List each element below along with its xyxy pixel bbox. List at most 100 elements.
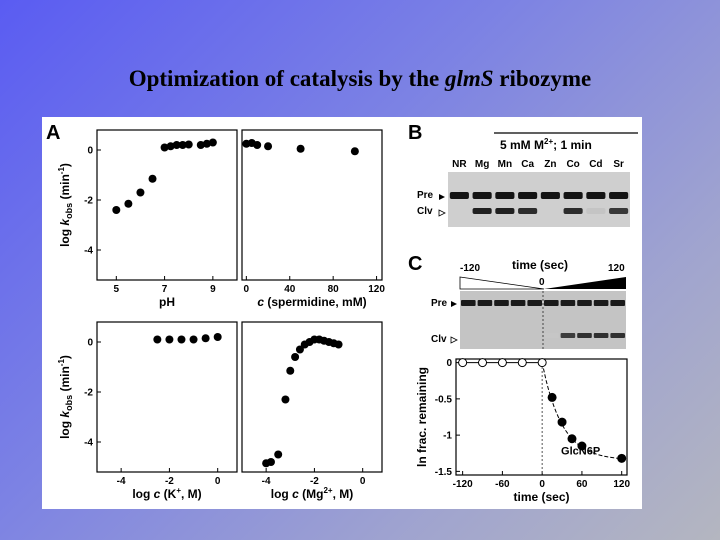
x-tick-label: 0 bbox=[539, 479, 545, 490]
title-prefix: Optimization of catalysis by the bbox=[128, 66, 445, 91]
y-axis-label-pre: log bbox=[58, 226, 72, 247]
panel-c-pre-band bbox=[461, 300, 476, 306]
x-tick-label: 9 bbox=[210, 284, 216, 295]
panel-c-pre-band bbox=[610, 300, 625, 306]
y-axis-label-pre: log bbox=[58, 418, 72, 439]
data-point bbox=[160, 143, 169, 152]
x-tick-label: 120 bbox=[368, 284, 385, 295]
panel-c-clv-band bbox=[577, 333, 592, 338]
data-point bbox=[165, 335, 174, 344]
panel-c-pre-band bbox=[544, 300, 559, 306]
panel-c-pre-band bbox=[593, 300, 609, 306]
panel-c-pre-band bbox=[477, 300, 493, 306]
data-point bbox=[177, 335, 186, 344]
data-point bbox=[274, 450, 283, 459]
panel-label-c: C bbox=[408, 253, 422, 275]
chart-a-bottom-right: -4 -2 0 log c (Mg2+, M) bbox=[241, 321, 383, 501]
panel-b-lane-label: NR bbox=[452, 159, 467, 170]
y-tick-label: -4 bbox=[84, 438, 93, 449]
y-axis-label-end: ) bbox=[58, 163, 72, 167]
data-point bbox=[178, 141, 187, 149]
data-point bbox=[557, 417, 567, 427]
y-axis-label-sup: -1 bbox=[57, 167, 66, 175]
panel-b-pre-band bbox=[518, 192, 538, 199]
open-data-point bbox=[537, 358, 547, 368]
x-tick-label: 0 bbox=[244, 284, 250, 295]
data-point bbox=[202, 139, 211, 148]
data-point bbox=[189, 335, 198, 344]
data-point bbox=[166, 142, 175, 151]
panel-b-clv-band bbox=[518, 208, 538, 214]
y-axis-label-sub: obs bbox=[64, 395, 74, 411]
data-point bbox=[136, 188, 145, 197]
chart-annotation: GlcN6P bbox=[561, 446, 600, 458]
x-tick-label: 60 bbox=[576, 479, 588, 490]
data-point bbox=[196, 141, 205, 149]
data-point bbox=[172, 141, 181, 149]
panel-b-gel-background bbox=[448, 172, 630, 227]
panel-b-pre-label: Pre bbox=[417, 190, 434, 201]
y-tick-label: -2 bbox=[84, 196, 93, 207]
data-point bbox=[213, 333, 222, 341]
x-tick-label: 120 bbox=[613, 479, 630, 490]
x-axis-label-sup: 2+ bbox=[323, 486, 332, 495]
data-point bbox=[264, 142, 273, 151]
panel-b-header-sup: 2+ bbox=[544, 137, 553, 146]
panel-b-clv-arrow-icon bbox=[438, 209, 446, 217]
panel-b-clv-band bbox=[563, 208, 583, 214]
x-axis-label-rest: (spermidine, mM) bbox=[264, 295, 367, 309]
data-point bbox=[201, 334, 210, 343]
panel-c-pre-band bbox=[510, 300, 526, 306]
x-tick-label: 7 bbox=[162, 284, 168, 295]
panel-b-pre-band bbox=[563, 192, 583, 199]
y-tick-label: -1 bbox=[443, 431, 452, 442]
x-axis-label: time (sec) bbox=[513, 490, 569, 504]
x-axis-label-c: c bbox=[257, 295, 264, 309]
panel-c-clv-arrow-icon bbox=[450, 336, 458, 344]
y-tick-label: -2 bbox=[84, 388, 93, 399]
panel-b-clv-label: Clv bbox=[417, 206, 433, 217]
panel-b-pre-band bbox=[449, 192, 469, 199]
panel-b-clv-band bbox=[472, 208, 492, 214]
panel-c-ramp-down-icon bbox=[459, 276, 545, 290]
panel-c-time-label: time (sec) bbox=[512, 258, 568, 272]
x-axis-label: c (spermidine, mM) bbox=[257, 295, 366, 309]
panel-c-pre-label: Pre bbox=[431, 298, 448, 309]
panel-label-b: B bbox=[408, 122, 422, 144]
data-point bbox=[291, 353, 300, 361]
y-tick-label: 0 bbox=[87, 338, 93, 349]
data-point bbox=[281, 395, 290, 404]
panel-b-pre-band bbox=[540, 192, 560, 199]
y-axis-label-sub: obs bbox=[64, 203, 74, 219]
x-tick-label: 0 bbox=[360, 476, 366, 487]
data-point bbox=[184, 140, 193, 149]
data-point bbox=[208, 138, 217, 147]
y-axis-label: ln frac. remaining bbox=[415, 367, 429, 467]
x-axis-label-sup: + bbox=[176, 486, 181, 495]
panel-c-clv-band bbox=[560, 333, 576, 338]
panel-c-pre-band bbox=[560, 300, 576, 306]
data-point bbox=[617, 453, 627, 463]
panel-b-lane-label: Ca bbox=[521, 159, 534, 170]
chart-a-top-left: 5 7 9 0 -2 -4 log kobs (min-1) pH bbox=[57, 129, 238, 309]
y-axis-label-post: (min bbox=[58, 174, 72, 203]
panel-b-clv-band bbox=[586, 208, 606, 214]
panel-c-clv-label: Clv bbox=[431, 334, 447, 345]
panel-b-pre-band bbox=[586, 192, 606, 199]
data-point bbox=[350, 147, 359, 156]
panel-b-gel bbox=[448, 172, 630, 227]
chart-frame bbox=[241, 129, 383, 281]
x-tick-label: -2 bbox=[165, 476, 174, 487]
data-point bbox=[266, 458, 275, 466]
panel-b-lane-label: Co bbox=[566, 159, 579, 170]
x-tick-label: 40 bbox=[284, 284, 296, 295]
data-point bbox=[547, 392, 557, 402]
y-axis-label-end: ) bbox=[58, 355, 72, 359]
panel-c-tstart: -120 bbox=[460, 263, 480, 274]
x-axis-label-mid: (Mg bbox=[299, 487, 324, 501]
panel-c-tend: 120 bbox=[608, 263, 625, 274]
data-point bbox=[334, 340, 343, 349]
y-axis-label: log kobs (min-1) bbox=[57, 163, 74, 247]
panel-b-lane-label: Sr bbox=[613, 159, 624, 170]
